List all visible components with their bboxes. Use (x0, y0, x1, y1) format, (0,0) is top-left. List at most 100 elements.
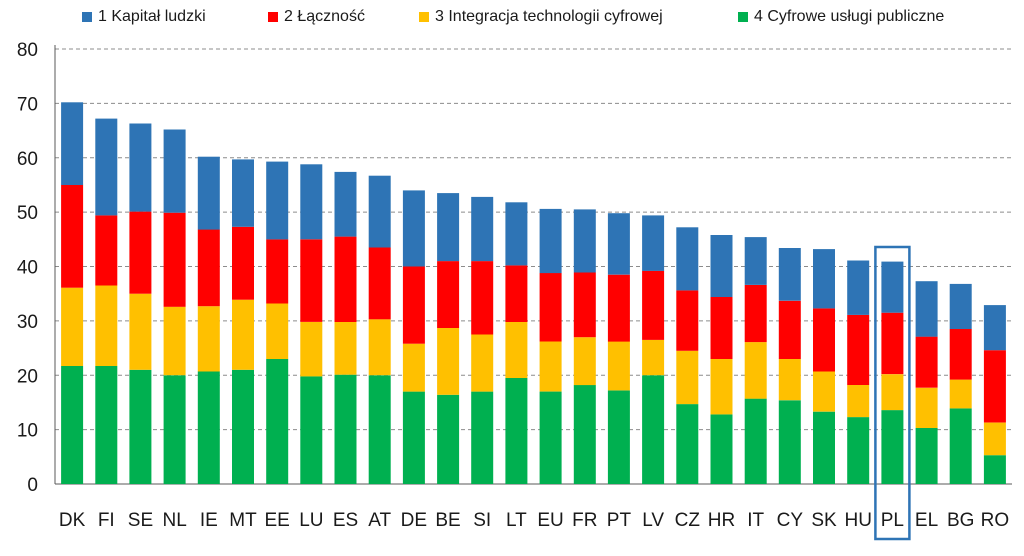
bar-BE-1 (437, 193, 459, 261)
x-tick-label: FI (98, 510, 115, 531)
bar-BG-4 (950, 408, 972, 484)
bar-LT-2 (505, 265, 527, 322)
bar-EU-2 (540, 273, 562, 342)
bar-IE-4 (198, 371, 220, 484)
bar-ES-2 (335, 237, 357, 322)
bar-CY-1 (779, 248, 801, 301)
bar-BG-2 (950, 329, 972, 380)
bar-DK-4 (61, 366, 83, 484)
y-tick-label: 40 (17, 258, 38, 279)
bar-HR-2 (711, 297, 733, 359)
x-tick-label: SK (811, 510, 837, 531)
bar-LU-1 (300, 164, 322, 239)
y-tick-label: 10 (17, 421, 38, 442)
bar-SK-3 (813, 371, 835, 411)
bar-SK-1 (813, 249, 835, 308)
bar-AT-3 (369, 319, 391, 375)
bar-HR-1 (711, 235, 733, 297)
bar-RO-2 (984, 350, 1006, 422)
bar-SI-3 (471, 335, 493, 392)
bar-BE-3 (437, 328, 459, 395)
bar-SK-2 (813, 308, 835, 371)
x-tick-label: PL (881, 510, 904, 531)
bar-PL-3 (881, 374, 903, 410)
bar-BE-2 (437, 261, 459, 328)
x-tick-label: LU (299, 510, 323, 531)
bar-CY-2 (779, 301, 801, 359)
x-tick-label: DK (59, 510, 86, 531)
bar-ES-3 (335, 322, 357, 375)
bar-BG-1 (950, 284, 972, 329)
x-tick-label: CZ (675, 510, 701, 531)
x-tick-label: PT (607, 510, 632, 531)
y-tick-label: 20 (17, 366, 38, 387)
bar-DE-1 (403, 190, 425, 266)
bar-CZ-4 (676, 404, 698, 484)
bar-LU-2 (300, 239, 322, 322)
bar-CY-4 (779, 400, 801, 484)
bar-LT-3 (505, 322, 527, 378)
bar-LV-1 (642, 215, 664, 271)
x-tick-label: SE (128, 510, 153, 531)
bar-EE-4 (266, 359, 288, 484)
bar-HU-4 (847, 417, 869, 484)
bar-FR-1 (574, 209, 596, 272)
bar-BE-4 (437, 395, 459, 484)
x-tick-label: CY (777, 510, 804, 531)
bar-IT-3 (745, 342, 767, 399)
bar-AT-4 (369, 375, 391, 484)
bar-FI-4 (95, 366, 117, 484)
bar-IE-2 (198, 230, 220, 307)
x-tick-label: AT (368, 510, 391, 531)
x-tick-label: MT (229, 510, 257, 531)
x-tick-label: SI (473, 510, 491, 531)
bar-IT-2 (745, 285, 767, 342)
x-tick-label: ES (333, 510, 358, 531)
bar-RO-1 (984, 305, 1006, 350)
x-tick-label: RO (981, 510, 1010, 531)
bar-EE-1 (266, 162, 288, 240)
bar-CZ-1 (676, 227, 698, 290)
bar-SE-1 (129, 124, 151, 212)
bar-SI-1 (471, 197, 493, 261)
bar-PT-4 (608, 391, 630, 485)
stacked-bar-chart: 01020304050607080DK FI SE NL IE MT EE LU ES AT DE B… (0, 0, 1024, 556)
bar-EL-2 (916, 337, 938, 388)
bar-EE-3 (266, 304, 288, 360)
y-tick-label: 0 (27, 475, 38, 496)
bar-PT-1 (608, 213, 630, 274)
bar-FI-3 (95, 286, 117, 367)
bar-PL-2 (881, 313, 903, 374)
bar-SE-2 (129, 212, 151, 294)
bar-HR-4 (711, 414, 733, 484)
bar-SI-4 (471, 392, 493, 484)
bar-DK-2 (61, 185, 83, 288)
bar-FI-2 (95, 215, 117, 285)
bar-SE-3 (129, 294, 151, 370)
bar-PL-1 (881, 262, 903, 313)
bar-ES-1 (335, 172, 357, 237)
bar-NL-4 (164, 375, 186, 484)
bar-LU-3 (300, 322, 322, 376)
bar-NL-1 (164, 130, 186, 213)
y-tick-label: 80 (17, 40, 38, 61)
x-tick-label: EL (915, 510, 938, 531)
bar-EL-3 (916, 388, 938, 428)
y-tick-label: 60 (17, 149, 38, 170)
bar-EU-1 (540, 209, 562, 273)
bar-SK-4 (813, 412, 835, 484)
x-tick-label: DE (401, 510, 427, 531)
y-tick-label: 30 (17, 312, 38, 333)
bar-MT-1 (232, 159, 254, 226)
bar-MT-2 (232, 227, 254, 300)
x-tick-label: LV (642, 510, 664, 531)
x-tick-label: FR (572, 510, 597, 531)
x-tick-label: NL (162, 510, 186, 531)
bar-MT-4 (232, 370, 254, 484)
bar-NL-2 (164, 213, 186, 307)
bar-HU-2 (847, 315, 869, 385)
bar-FR-3 (574, 337, 596, 385)
bar-HU-1 (847, 261, 869, 315)
bar-NL-3 (164, 307, 186, 376)
x-tick-label: HR (708, 510, 735, 531)
